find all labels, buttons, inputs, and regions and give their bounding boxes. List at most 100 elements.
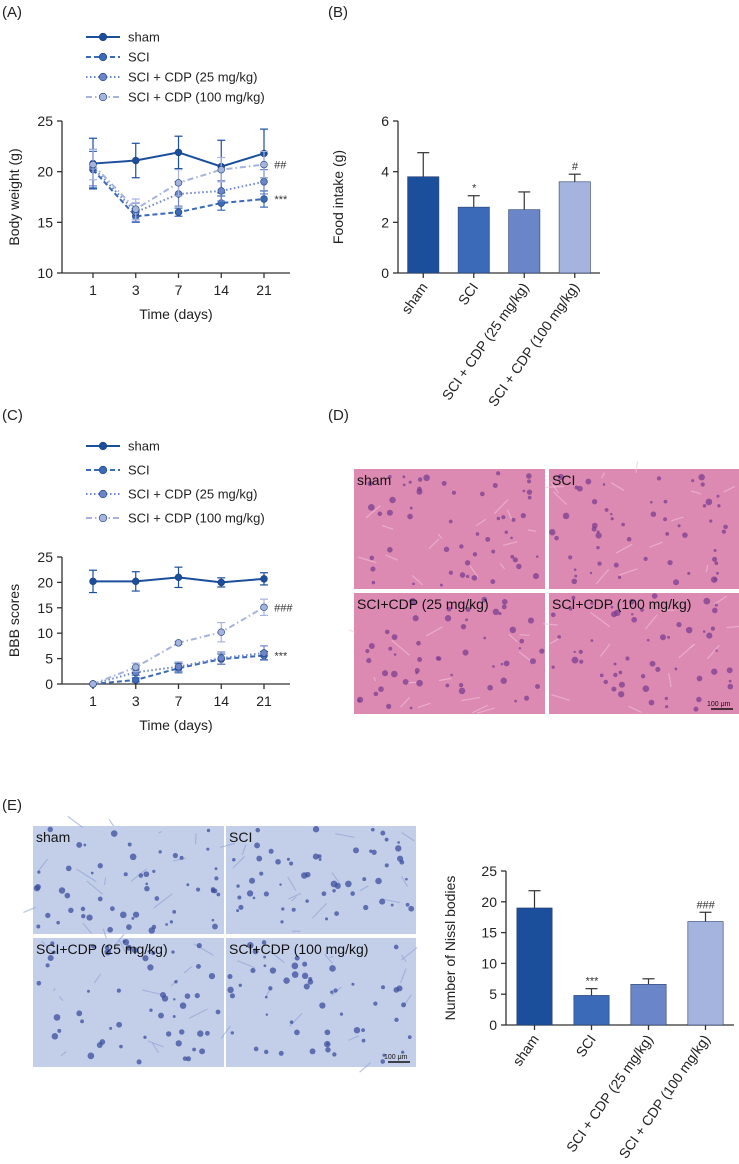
cell-nucleus xyxy=(263,891,269,897)
y-tick-label: 15 xyxy=(37,214,53,230)
micrograph-tile xyxy=(354,593,545,714)
y-tick-label: 25 xyxy=(481,863,497,879)
legend-marker-2 xyxy=(98,72,108,82)
cell-nucleus xyxy=(441,480,447,486)
cell-nucleus xyxy=(131,916,135,920)
cell-nucleus xyxy=(498,611,502,616)
cell-nucleus xyxy=(412,615,419,622)
cell-nucleus xyxy=(710,576,718,583)
tissue-fiber xyxy=(232,856,246,869)
data-point xyxy=(260,160,268,169)
cell-nucleus xyxy=(350,891,355,896)
cell-nucleus xyxy=(500,677,507,684)
cell-nucleus xyxy=(700,482,705,487)
tissue-fiber xyxy=(241,844,247,856)
cell-nucleus xyxy=(460,624,467,630)
cell-nucleus xyxy=(64,892,71,899)
cell-nucleus xyxy=(365,648,370,654)
cell-nucleus xyxy=(172,910,177,914)
cell-nucleus xyxy=(325,917,329,921)
cell-nucleus xyxy=(396,985,403,992)
tissue-fiber xyxy=(705,564,709,573)
cell-nucleus xyxy=(368,503,375,511)
tissue-fiber xyxy=(359,1062,371,1073)
micrograph-label: SCI+CDP (100 mg/kg) xyxy=(229,941,368,957)
cell-nucleus xyxy=(286,857,290,861)
cell-nucleus xyxy=(527,495,532,500)
cell-nucleus xyxy=(626,536,632,542)
cell-nucleus xyxy=(667,559,673,566)
x-tick-label: SCI + CDP (100 mg/kg) xyxy=(485,280,583,410)
legend-marker-0 xyxy=(98,32,108,42)
cell-nucleus xyxy=(577,485,583,492)
cell-nucleus xyxy=(154,896,160,901)
cell-nucleus xyxy=(388,474,392,479)
cell-nucleus xyxy=(152,869,156,873)
cell-nucleus xyxy=(448,570,453,575)
tissue-fiber xyxy=(172,857,187,862)
cell-nucleus xyxy=(151,951,156,956)
y-tick-label: 6 xyxy=(381,113,389,129)
significance-label: * xyxy=(472,183,477,195)
data-point xyxy=(217,654,225,662)
cell-nucleus xyxy=(664,696,668,701)
tissue-fiber xyxy=(82,922,92,934)
cell-nucleus xyxy=(416,679,423,687)
cell-nucleus xyxy=(516,563,522,570)
cell-nucleus xyxy=(631,616,637,623)
cell-nucleus xyxy=(47,955,54,962)
tissue-fiber xyxy=(476,707,495,714)
cell-nucleus xyxy=(485,536,491,542)
cell-nucleus xyxy=(212,923,218,930)
tissue-fiber xyxy=(141,989,161,995)
cell-nucleus xyxy=(527,479,532,484)
cell-nucleus xyxy=(186,883,190,887)
tissue-fiber xyxy=(690,490,702,495)
cell-nucleus xyxy=(465,607,471,612)
bar-0 xyxy=(407,176,440,274)
cell-nucleus xyxy=(571,656,579,664)
cell-nucleus xyxy=(301,972,309,980)
y-axis-title: Food intake (g) xyxy=(330,150,346,244)
cell-nucleus xyxy=(246,941,254,949)
micrographs-e-nissl-stain: sham SCI SCI+CDP (25 mg/kg) SCI+CDP (100 mg… xyxy=(23,815,418,1073)
tissue-fiber xyxy=(549,638,560,645)
y-tick-label: 4 xyxy=(381,164,389,180)
x-tick-label: 21 xyxy=(256,693,272,709)
cell-nucleus xyxy=(571,578,578,585)
cell-nucleus xyxy=(197,1030,204,1037)
tissue-fiber xyxy=(689,643,696,649)
cell-nucleus xyxy=(716,494,720,498)
cell-nucleus xyxy=(450,673,453,677)
data-point xyxy=(174,663,183,671)
micrograph-tile xyxy=(33,938,224,1067)
x-tick-label: 3 xyxy=(132,693,140,709)
cell-nucleus xyxy=(58,887,66,894)
cell-nucleus xyxy=(366,658,372,664)
cell-nucleus xyxy=(526,489,533,495)
y-tick-label: 25 xyxy=(37,549,53,565)
cell-nucleus xyxy=(687,571,691,575)
cell-nucleus xyxy=(196,964,201,969)
tissue-fiber xyxy=(589,611,611,628)
y-tick-label: 20 xyxy=(481,894,497,910)
cell-nucleus xyxy=(237,895,242,900)
cell-nucleus xyxy=(649,660,656,667)
cell-nucleus xyxy=(174,980,178,984)
cell-nucleus xyxy=(122,940,126,943)
cell-nucleus xyxy=(125,944,132,951)
cell-nucleus xyxy=(158,1012,164,1019)
cell-nucleus xyxy=(628,598,635,605)
cell-nucleus xyxy=(554,535,559,541)
cell-nucleus xyxy=(53,1014,61,1021)
x-tick-label: 14 xyxy=(213,282,229,298)
cell-nucleus xyxy=(416,488,423,495)
cell-nucleus xyxy=(475,532,480,536)
x-tick-label: sham xyxy=(398,280,431,317)
cell-nucleus xyxy=(524,695,530,701)
cell-nucleus xyxy=(713,548,717,552)
cell-nucleus xyxy=(518,647,522,650)
tissue-fiber xyxy=(519,633,530,636)
data-point xyxy=(89,160,97,169)
cell-nucleus xyxy=(673,579,680,586)
